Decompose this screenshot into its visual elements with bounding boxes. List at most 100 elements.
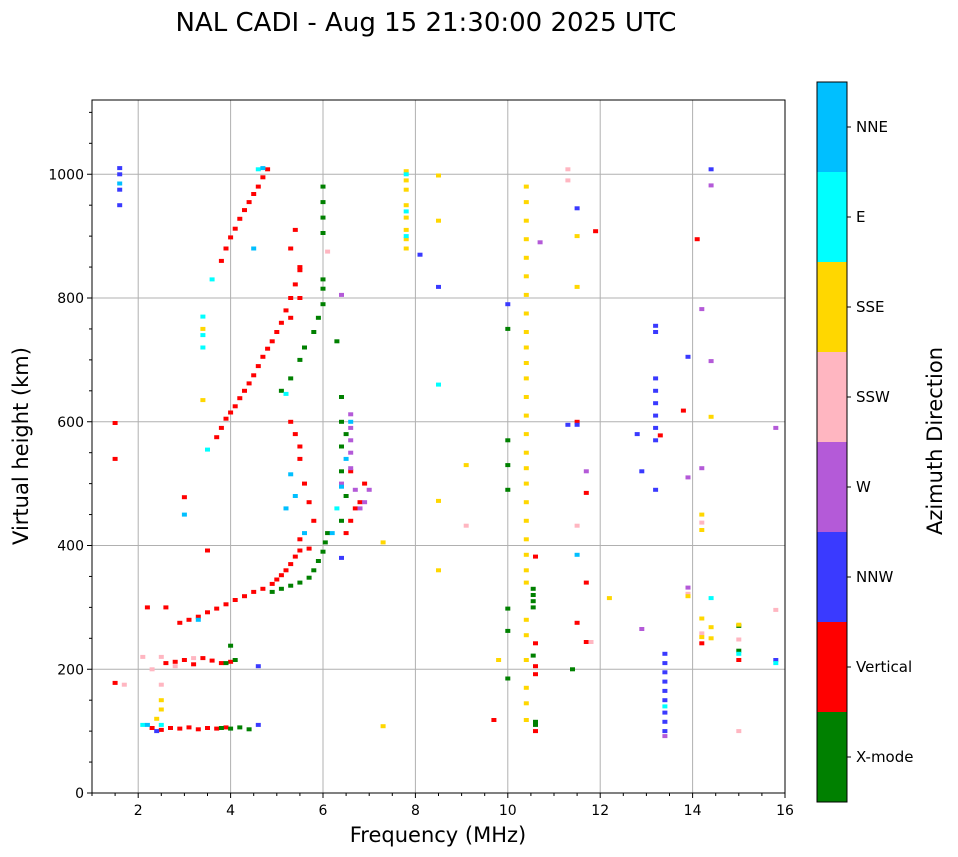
echo-point-nnw (773, 658, 779, 662)
echo-point-sse (158, 698, 164, 703)
echo-point-sse (574, 234, 580, 239)
echo-point-x-mode (343, 432, 349, 437)
echo-point-vertical (242, 388, 247, 393)
echo-point-vertical (214, 726, 220, 731)
echo-point-vertical (362, 481, 368, 486)
echo-point-vertical (533, 664, 538, 669)
colorbar-label: NNW (856, 568, 893, 586)
echo-point-vertical (195, 727, 201, 732)
echo-point-x-mode (218, 726, 224, 730)
colorbar-label: Vertical (856, 658, 912, 676)
data-points (112, 166, 779, 739)
echo-point-sse (523, 633, 529, 638)
echo-point-nnw (653, 438, 659, 443)
echo-point-nnw (117, 187, 123, 192)
y-tick-label: 1000 (48, 167, 84, 183)
colorbar-title: Azimuth Direction (923, 347, 947, 535)
echo-point-x-mode (288, 376, 294, 381)
echo-point-vertical (228, 410, 234, 415)
echo-point-nne (144, 722, 150, 727)
echo-point-w (583, 469, 589, 474)
echo-point-sse (699, 528, 705, 532)
echo-point-x-mode (505, 463, 511, 468)
echo-point-vertical (260, 175, 266, 180)
echo-point-nne (292, 494, 298, 498)
echo-point-sse (403, 237, 409, 242)
echo-point-vertical (172, 659, 178, 664)
echo-point-sse (523, 311, 529, 316)
echo-point-vertical (694, 237, 700, 242)
echo-point-vertical (232, 226, 238, 231)
echo-point-nnw (117, 172, 123, 177)
echo-point-w (662, 734, 668, 739)
echo-point-nnw (662, 688, 668, 693)
echo-point-nnw (685, 354, 691, 359)
echo-point-w (348, 412, 354, 417)
echo-point-x-mode (339, 444, 344, 449)
echo-point-nnw (662, 651, 668, 656)
echo-point-e (158, 722, 164, 727)
echo-point-vertical (283, 568, 289, 573)
echo-point-vertical (205, 610, 210, 615)
echo-point-x-mode (505, 676, 511, 681)
echo-point-w (348, 425, 354, 430)
colorbar-segment (817, 82, 847, 172)
echo-point-vertical (288, 246, 294, 251)
echo-point-nnw (653, 487, 659, 492)
echo-point-vertical (149, 726, 155, 730)
echo-point-w (708, 183, 714, 188)
colorbar-segment (817, 352, 847, 442)
colorbar-segment (817, 622, 847, 712)
grid (92, 100, 786, 794)
echo-point-vertical (297, 268, 303, 273)
echo-point-w (348, 438, 354, 443)
echo-point-nne (343, 456, 349, 461)
y-tick-label: 600 (57, 415, 84, 431)
echo-point-sse (523, 274, 529, 279)
echo-point-sse (523, 292, 529, 297)
echo-point-w (366, 487, 372, 492)
echo-point-nnw (662, 710, 668, 715)
x-axis-label: Frequency (MHz) (350, 823, 526, 847)
echo-point-sse (436, 568, 441, 573)
echo-point-e (403, 172, 409, 177)
echo-point-nne (260, 166, 266, 171)
echo-point-vertical (195, 614, 201, 619)
echo-point-x-mode (339, 395, 344, 399)
echo-point-e (140, 722, 146, 727)
echo-point-sse (380, 540, 386, 545)
echo-point-nnw (417, 252, 423, 257)
echo-point-sse (523, 617, 529, 622)
x-tick-label: 8 (411, 803, 420, 819)
echo-point-vertical (269, 339, 275, 344)
echo-point-vertical (593, 229, 599, 234)
echo-point-vertical (163, 661, 169, 666)
echo-point-sse (523, 413, 529, 418)
echo-point-sse (523, 395, 529, 399)
echo-point-vertical (255, 184, 261, 189)
x-tick-label: 14 (684, 803, 702, 819)
echo-point-vertical (186, 725, 192, 730)
echo-point-sse (736, 622, 742, 627)
echo-point-vertical (297, 444, 303, 449)
echo-point-sse (523, 237, 529, 242)
colorbar-label: NNE (856, 118, 888, 136)
echo-point-vertical (237, 396, 243, 401)
echo-point-ssw (565, 178, 571, 183)
echo-point-sse (403, 215, 409, 220)
echo-point-e (708, 596, 714, 601)
echo-point-ssw (191, 656, 197, 661)
echo-point-x-mode (315, 315, 321, 320)
echo-point-sse (523, 537, 529, 542)
echo-point-vertical (736, 658, 742, 662)
echo-point-vertical (348, 518, 354, 523)
echo-point-vertical (251, 373, 257, 378)
echo-point-x-mode (237, 725, 243, 730)
echo-point-vertical (218, 258, 224, 263)
echo-point-sse (708, 625, 714, 630)
echo-point-nnw (255, 664, 261, 669)
echo-point-nnw (436, 284, 441, 289)
echo-point-vertical (260, 354, 266, 359)
echo-point-nnw (653, 413, 659, 418)
echo-point-vertical (302, 481, 307, 486)
